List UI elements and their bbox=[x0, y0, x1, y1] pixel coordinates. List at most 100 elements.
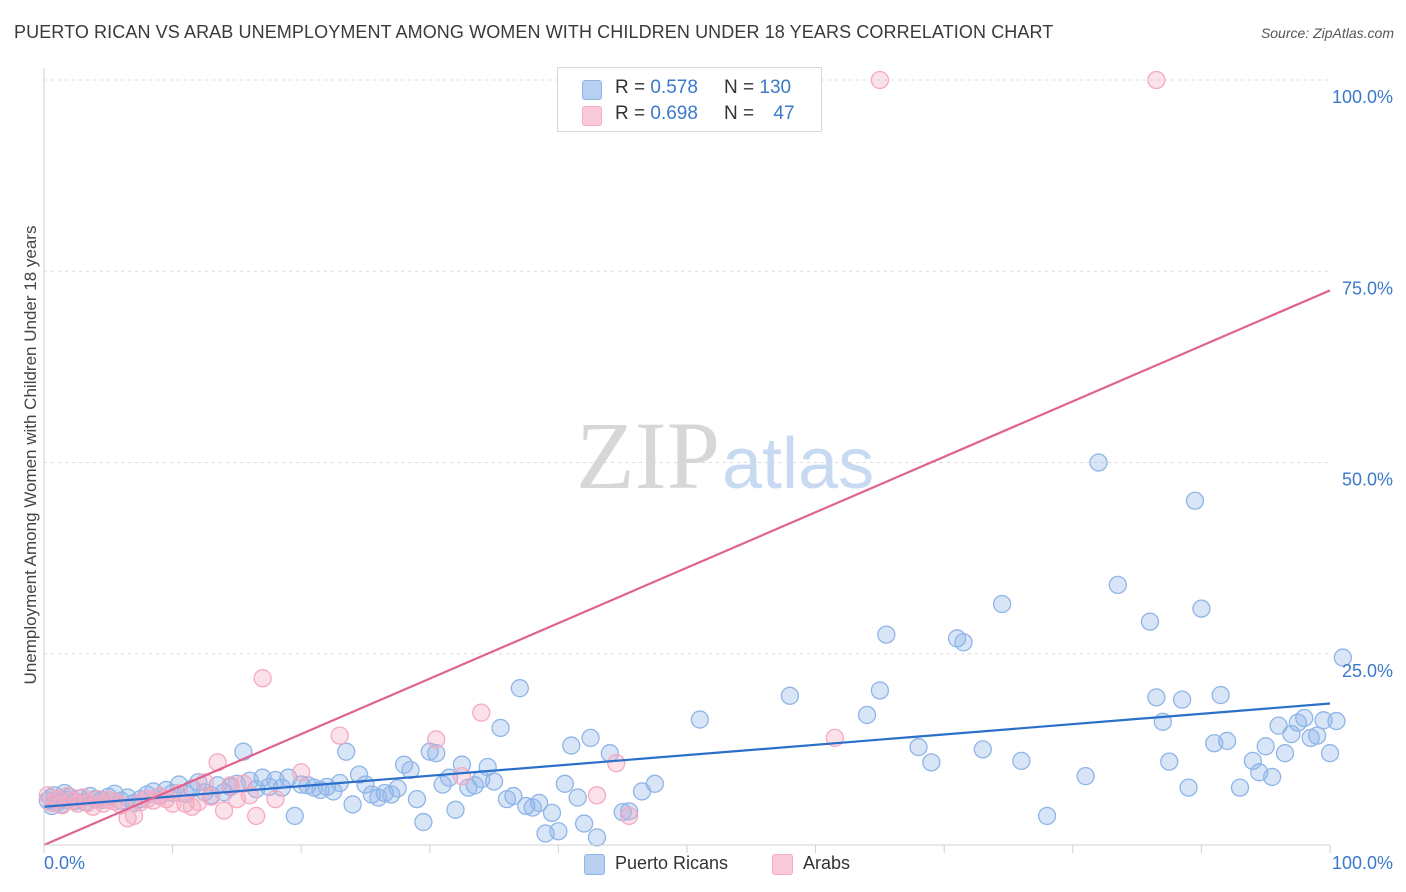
source-label: Source: ZipAtlas.com bbox=[1260, 25, 1394, 41]
watermark-zip: ZIP bbox=[576, 402, 720, 509]
puerto-rican-point bbox=[973, 740, 992, 759]
legend-swatch-blue bbox=[582, 80, 602, 100]
legend-r: R = 0.698 bbox=[615, 103, 698, 124]
puerto-rican-point bbox=[433, 775, 452, 794]
puerto-rican-point bbox=[1333, 648, 1353, 667]
puerto-rican-point bbox=[1089, 453, 1108, 472]
legend-r: R = 0.578 bbox=[615, 77, 698, 98]
puerto-rican-point bbox=[877, 625, 896, 644]
arab-point bbox=[202, 787, 221, 806]
arab-point bbox=[870, 70, 890, 90]
puerto-rican-point bbox=[1160, 752, 1179, 771]
puerto-rican-point bbox=[343, 795, 362, 814]
puerto-rican-point bbox=[555, 774, 574, 793]
axes: 25.0% 50.0% 75.0% 100.0% 0.0% 100.0% bbox=[43, 68, 1393, 873]
x-tick-label: 0.0% bbox=[44, 853, 85, 873]
puerto-rican-point bbox=[349, 765, 369, 784]
arab-point bbox=[607, 753, 626, 773]
arab-point bbox=[266, 789, 285, 809]
legend-n: N = 130 bbox=[724, 77, 792, 98]
grid-lines bbox=[44, 79, 1330, 655]
puerto-rican-point bbox=[510, 679, 529, 698]
y-tick-label: 75.0% bbox=[1342, 278, 1393, 298]
puerto-rican-point bbox=[491, 718, 510, 738]
arab-point bbox=[292, 763, 311, 782]
chart-title: PUERTO RICAN VS ARAB UNEMPLOYMENT AMONG … bbox=[14, 22, 1054, 42]
puerto-rican-point bbox=[1295, 708, 1314, 728]
puerto-rican-point bbox=[1282, 724, 1301, 744]
puerto-rican-point bbox=[1230, 778, 1250, 797]
puerto-rican-point bbox=[1140, 612, 1160, 631]
puerto-rican-point bbox=[1269, 716, 1288, 735]
arab-point bbox=[619, 806, 639, 826]
puerto-rican-point bbox=[529, 793, 549, 813]
puerto-rican-point bbox=[1192, 599, 1211, 618]
arab-point bbox=[247, 806, 266, 826]
puerto-rican-point bbox=[407, 789, 427, 809]
puerto-rican-point bbox=[542, 803, 562, 823]
puerto-rican-point bbox=[1172, 690, 1192, 709]
puerto-rican-point bbox=[1314, 711, 1333, 730]
puerto-rican-point bbox=[1108, 575, 1127, 595]
puerto-rican-point bbox=[1320, 744, 1340, 763]
puerto-rican-point bbox=[1147, 688, 1166, 707]
bottom-legend-swatch-pink bbox=[772, 854, 793, 875]
bottom-legend-label: Puerto Ricans bbox=[615, 853, 729, 873]
bottom-legend-swatch-blue bbox=[584, 854, 605, 875]
puerto-rican-point bbox=[1243, 751, 1262, 770]
puerto-rican-point bbox=[780, 686, 800, 705]
arab-point bbox=[452, 767, 472, 786]
puerto-rican-point bbox=[954, 633, 973, 652]
arab-point bbox=[234, 774, 253, 793]
puerto-rican-point bbox=[504, 786, 523, 806]
puerto-rican-point bbox=[1307, 726, 1327, 745]
legend-swatch-pink bbox=[582, 106, 602, 126]
puerto-rican-trend-line bbox=[43, 702, 1331, 808]
legend-n: N = 47 bbox=[724, 103, 795, 124]
puerto-rican-point bbox=[1256, 737, 1275, 756]
bottom-legend-label: Arabs bbox=[803, 853, 851, 873]
puerto-rican-point bbox=[1012, 751, 1031, 770]
arab-point bbox=[587, 786, 607, 805]
puerto-rican-point bbox=[446, 800, 465, 819]
arab-point bbox=[163, 794, 182, 813]
puerto-rican-point bbox=[619, 802, 639, 821]
puerto-rican-point bbox=[1037, 806, 1057, 826]
arab-point bbox=[253, 669, 272, 688]
arab-point bbox=[214, 801, 234, 820]
puerto-rican-point bbox=[1327, 711, 1346, 731]
arab-point bbox=[1147, 70, 1166, 90]
puerto-rican-point bbox=[574, 814, 594, 833]
puerto-rican-point bbox=[1262, 767, 1282, 787]
puerto-rican-point bbox=[401, 760, 420, 780]
puerto-rican-point bbox=[549, 822, 568, 841]
puerto-rican-point bbox=[581, 728, 600, 748]
puerto-rican-point bbox=[870, 681, 890, 700]
puerto-rican-point bbox=[285, 806, 304, 826]
arab-point bbox=[472, 703, 491, 722]
puerto-rican-point bbox=[1076, 767, 1095, 786]
arab-point bbox=[427, 730, 446, 749]
puerto-rican-point bbox=[1179, 778, 1198, 797]
arab-point bbox=[330, 726, 349, 745]
x-tick-label: 100.0% bbox=[1332, 853, 1393, 873]
y-tick-label: 100.0% bbox=[1332, 87, 1393, 107]
puerto-rican-point bbox=[427, 744, 446, 763]
puerto-rican-point bbox=[992, 594, 1012, 614]
watermark-atlas: atlas bbox=[722, 424, 874, 504]
puerto-rican-point bbox=[690, 710, 710, 729]
puerto-rican-point bbox=[922, 753, 941, 772]
puerto-rican-point bbox=[857, 705, 877, 725]
puerto-rican-point bbox=[568, 788, 587, 807]
arab-trend-line bbox=[43, 289, 1331, 847]
puerto-rican-point bbox=[388, 779, 407, 798]
trend-lines bbox=[43, 289, 1331, 847]
puerto-rican-point bbox=[484, 772, 504, 791]
puerto-rican-point bbox=[1275, 744, 1295, 763]
y-tick-label: 25.0% bbox=[1342, 661, 1393, 681]
puerto-rican-point bbox=[414, 812, 433, 832]
arab-point bbox=[73, 788, 92, 807]
puerto-rican-point bbox=[337, 742, 356, 761]
puerto-rican-point bbox=[587, 828, 607, 847]
